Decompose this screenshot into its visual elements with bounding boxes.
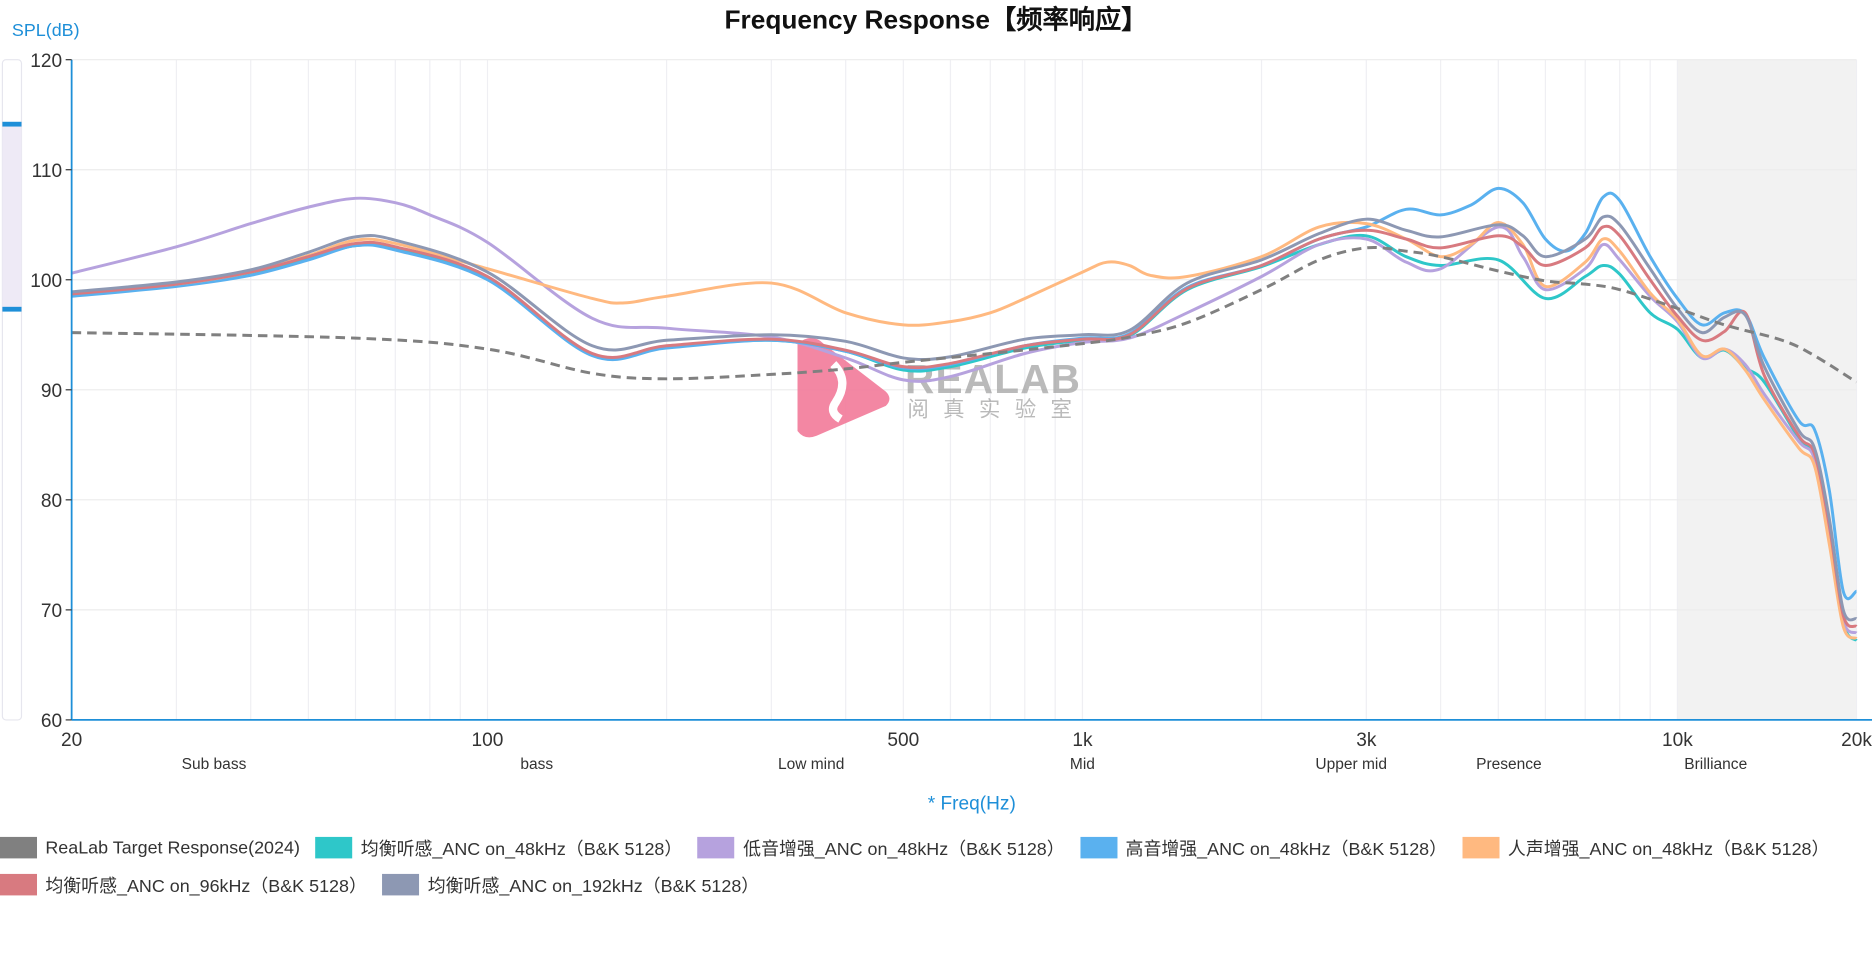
watermark-logo: REALAB 阅真实验室 [797, 337, 1086, 438]
y-tick-label: 60 [41, 711, 62, 732]
band-label: Sub bass [182, 756, 247, 773]
band-label: Upper mid [1315, 756, 1387, 773]
legend-swatch [382, 873, 420, 896]
band-label: Presence [1476, 756, 1542, 773]
x-tick-label: 100 [472, 730, 504, 751]
axes: 60 70 80 90 100 110 120 20 100 500 1k 3k 10k 20k Sub b… [30, 51, 1872, 773]
legend-item[interactable]: ReaLab Target Response(2024) [0, 836, 300, 860]
x-tick-label: 20k [1841, 730, 1872, 751]
series-line-6 [71, 214, 1858, 622]
legend-swatch [0, 873, 38, 896]
y-tick-label: 110 [32, 161, 62, 182]
band-label: Brilliance [1684, 756, 1747, 773]
grid [71, 59, 1858, 721]
x-tick-label: 3k [1356, 730, 1377, 751]
legend-label: 低音增强_ANC on_48kHz（B&K 5128） [743, 838, 1065, 859]
legend-item[interactable]: 低音增强_ANC on_48kHz（B&K 5128） [697, 836, 1065, 860]
legend-label: 人声增强_ANC on_48kHz（B&K 5128） [1507, 838, 1830, 859]
frequency-response-chart: REALAB 阅真实验室 60 70 80 90 100 110 120 20 100 500 1k… [1, 5, 1872, 814]
legend-swatch [697, 836, 735, 859]
x-tick-label: 1k [1072, 730, 1093, 751]
legend-item[interactable]: 均衡听感_ANC on_96kHz（B&K 5128） [0, 873, 367, 897]
watermark-subtext: 阅真实验室 [907, 398, 1086, 422]
legend-item[interactable]: 均衡听感_ANC on_48kHz（B&K 5128） [315, 836, 682, 860]
series-line-3 [71, 186, 1858, 601]
chart-title: Frequency Response【频率响应】 [725, 5, 1148, 35]
legend-label: 均衡听感_ANC on_48kHz（B&K 5128） [360, 838, 683, 859]
band-label: Low mind [778, 756, 844, 773]
y-zoom-slider[interactable] [1, 59, 23, 721]
y-axis-label: SPL(dB) [12, 20, 80, 40]
legend-label: 高音增强_ANC on_48kHz（B&K 5128） [1125, 838, 1448, 859]
legend: ReaLab Target Response(2024) 均衡听感_ANC on_… [0, 836, 1872, 897]
legend-swatch [315, 836, 353, 859]
slider-handle-top[interactable] [2, 121, 22, 127]
band-label: bass [520, 756, 553, 773]
series-lines [71, 186, 1858, 642]
series-line-4 [71, 220, 1858, 640]
y-tick-label: 70 [41, 601, 62, 622]
slider-handle-bottom[interactable] [2, 306, 22, 312]
legend-item[interactable]: 人声增强_ANC on_48kHz（B&K 5128） [1462, 836, 1830, 860]
series-line-1 [71, 233, 1858, 642]
legend-swatch [0, 836, 38, 859]
legend-label: ReaLab Target Response(2024) [45, 837, 300, 858]
legend-label: 均衡听感_ANC on_192kHz（B&K 5128） [427, 875, 760, 897]
x-tick-label: 500 [887, 730, 919, 751]
legend-item[interactable]: 高音增强_ANC on_48kHz（B&K 5128） [1080, 836, 1447, 860]
series-line-5 [71, 224, 1858, 629]
legend-swatch [1080, 836, 1118, 859]
x-axis-label: * Freq(Hz) [928, 793, 1016, 814]
legend-swatch [1462, 836, 1500, 859]
y-tick-label: 80 [41, 491, 62, 512]
y-tick-label: 100 [30, 271, 62, 292]
band-label: Mid [1070, 756, 1095, 773]
x-tick-label: 20 [61, 730, 82, 751]
legend-item[interactable]: 均衡听感_ANC on_192kHz（B&K 5128） [382, 873, 759, 897]
y-tick-label: 120 [30, 51, 62, 72]
series-line-2 [71, 196, 1858, 635]
x-tick-label: 10k [1662, 730, 1693, 751]
y-tick-label: 90 [41, 381, 62, 402]
legend-label: 均衡听感_ANC on_96kHz（B&K 5128） [45, 875, 367, 897]
